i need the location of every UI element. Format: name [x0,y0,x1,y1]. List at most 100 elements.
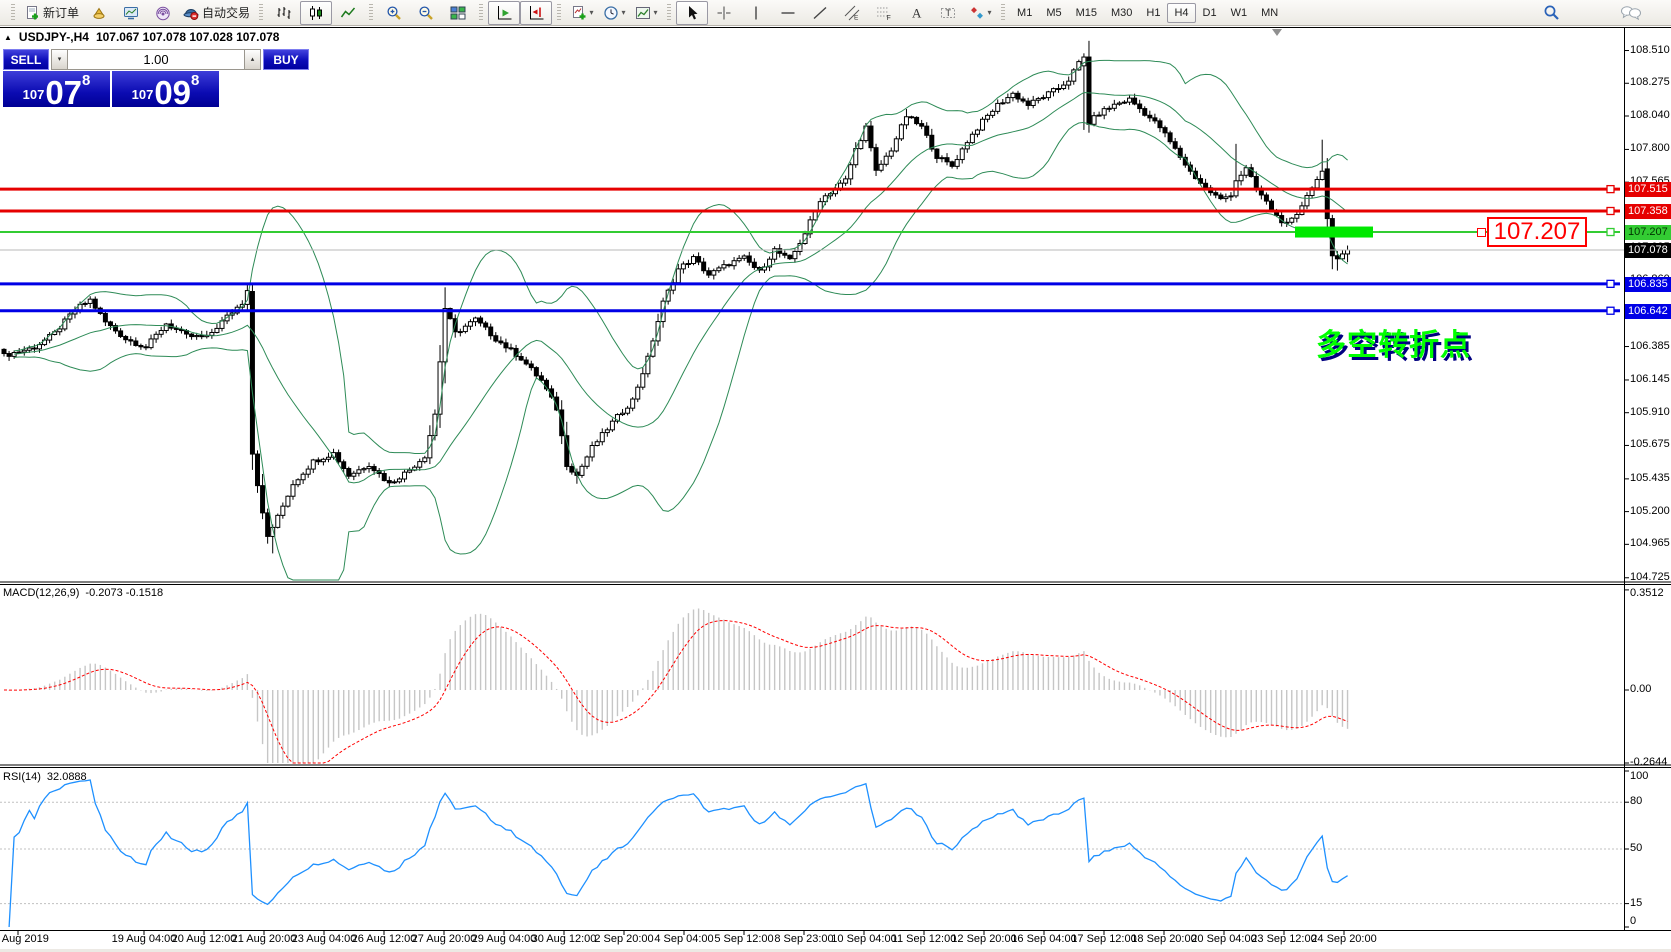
time-axis-label: 5 Sep 12:00 [714,933,774,945]
time-axis-label: 29 Aug 04:00 [471,933,537,945]
bar-chart-button[interactable] [268,1,300,25]
rsi-label: RSI(14) 32.0888 [3,771,87,783]
price-axis-tick: 105.200 [1630,504,1670,517]
chat-icon[interactable] [1615,1,1647,25]
arrows-button[interactable]: ▾ [964,1,996,25]
volume-input[interactable] [68,49,244,70]
cursor-button[interactable] [676,0,709,25]
buy-price[interactable]: 107 09 8 [112,71,219,109]
level-line-handle[interactable] [1606,184,1615,194]
vertical-line-button[interactable] [740,1,772,25]
current-price-badge[interactable]: 107.078 [1625,243,1671,258]
chevron-down-icon: ▾ [589,8,594,17]
candlestick-chart-button[interactable] [300,0,333,25]
crosshair-button[interactable] [708,1,740,25]
volume-decrease-button[interactable]: ▾ [51,49,68,70]
price-note-anchor[interactable] [1477,228,1486,237]
periods-button[interactable]: ▾ [598,1,630,25]
chart-shift-marker[interactable] [1272,29,1282,36]
timeframe-m15[interactable]: M15 [1075,6,1097,19]
timeframe-w1[interactable]: W1 [1230,6,1248,19]
level-line-handle[interactable] [1606,306,1615,315]
line-chart-button[interactable] [332,1,364,25]
fibonacci-retracement-button[interactable]: F [868,1,900,25]
text-button[interactable]: A [900,1,932,25]
data-window-button[interactable] [115,1,147,25]
equidistant-channel-button[interactable]: E [836,1,868,25]
level-line-handle[interactable] [1606,279,1615,288]
time-axis-label: 23 Sep 12:00 [1251,933,1317,945]
time-axis-label: 23 Aug 04:00 [291,933,357,945]
chevron-down-icon: ▾ [653,8,658,17]
zoom-out-button[interactable] [410,1,442,25]
timeframe-m5[interactable]: M5 [1046,6,1062,19]
turning-point-text[interactable]: 多空转折点 [1316,329,1471,362]
templates-icon [635,5,651,21]
rsi-name: RSI(14) [3,771,41,783]
time-axis-label: 19 Aug 04:00 [111,933,177,945]
horizontal-line-icon [780,5,796,21]
text-label-button[interactable]: T [932,1,964,25]
time-axis-label: 2 Sep 20:00 [594,933,654,945]
auto-scroll-button[interactable] [488,0,521,25]
new-order-button[interactable]: 新订单 [20,1,83,25]
level-badge-106.642[interactable]: 106.642 [1625,303,1671,319]
level-line-handle[interactable] [1606,206,1615,216]
text-icon: A [908,5,924,21]
timeframe-h4[interactable]: H4 [1167,2,1196,23]
time-axis-label: 27 Aug 20:00 [411,933,477,945]
time-axis-label: 20 Sep 04:00 [1191,933,1257,945]
price-axis-tick: 107.800 [1630,142,1670,155]
zoom-in-button[interactable] [378,1,410,25]
rsi-axis-tick: 100 [1630,770,1649,782]
chart-shift-button[interactable] [520,0,553,25]
level-badge-107.358[interactable]: 107.358 [1625,203,1671,219]
tile-windows-button[interactable] [442,1,474,25]
toolbar-grip [557,3,562,22]
timeframe-m30[interactable]: M30 [1111,6,1133,19]
time-axis-label: 21 Aug 20:00 [231,933,297,945]
price-axis-tick: 105.910 [1630,405,1670,418]
indicators-list-button[interactable]: ▾ [566,1,598,25]
sell-price-pips: 07 [45,73,83,111]
toolbar-grip [11,3,15,22]
auto-trading-button[interactable]: 自动交易 [179,1,254,25]
chart-title: ▲ USDJPY-,H4 107.067 107.078 107.028 107… [4,30,279,44]
symbols-button[interactable] [83,1,115,25]
horizontal-line-button[interactable] [772,1,804,25]
collapse-icon[interactable]: ▲ [4,32,12,42]
trendline-button[interactable] [804,1,836,25]
level-line-handle[interactable] [1606,227,1615,237]
timeframe-mn[interactable]: MN [1261,6,1279,19]
arrows-icon [969,5,985,21]
navigator-button[interactable] [147,1,179,25]
macd-axis-tick: 0.3512 [1630,587,1664,599]
rsi-axis-tick: 0 [1630,915,1637,927]
price-axis-tick: 105.675 [1630,438,1670,451]
green-zone-rectangle[interactable] [1295,226,1373,238]
sell-button[interactable]: SELL [3,49,49,70]
timeframe-m1[interactable]: M1 [1017,6,1033,19]
timeframe-d1[interactable]: D1 [1202,6,1217,19]
volume-increase-button[interactable]: ▴ [244,49,261,70]
time-axis-label: 16 Sep 04:00 [1011,933,1077,945]
price-note-label[interactable]: 107.207 [1487,217,1587,247]
svg-text:A: A [912,5,922,20]
level-badge-107.207[interactable]: 107.207 [1625,225,1671,241]
rsi-line [8,779,1348,928]
sell-price[interactable]: 107 07 8 [3,71,110,111]
level-badge-106.835[interactable]: 106.835 [1625,276,1671,292]
timeframe-h1[interactable]: H1 [1146,6,1161,19]
sell-price-point: 8 [82,72,91,89]
macd-label: MACD(12,26,9) -0.2073 -0.1518 [3,587,163,599]
level-badge-107.515[interactable]: 107.515 [1625,182,1671,198]
time-axis-label: 8 Sep 23:00 [774,933,834,945]
data-window-icon [123,5,139,21]
text-label-icon: T [940,5,956,21]
macd-name: MACD(12,26,9) [3,587,80,599]
auto-trading-icon [183,5,199,21]
buy-button[interactable]: BUY [263,49,309,70]
search-icon[interactable] [1535,1,1567,25]
templates-button[interactable]: ▾ [630,1,662,25]
